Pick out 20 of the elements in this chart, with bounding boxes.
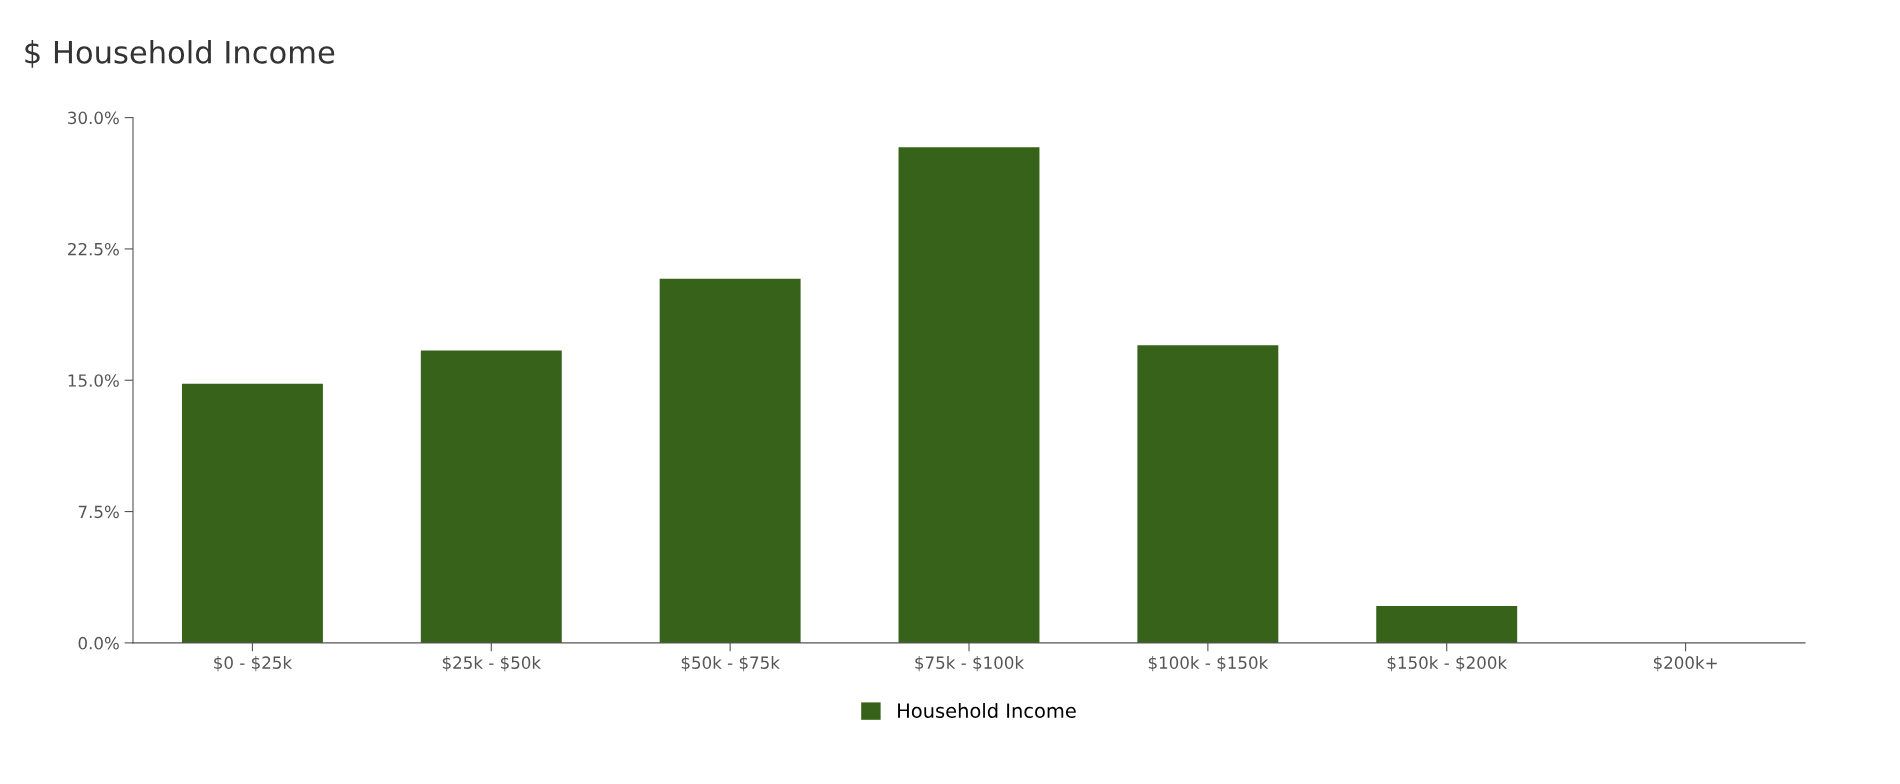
- x-tick-label: $200k+: [1653, 656, 1717, 672]
- x-tick-label: $150k - $200k: [1387, 656, 1508, 672]
- x-tick-label: $25k - $50k: [442, 656, 542, 672]
- x-tick-label: $100k - $150k: [1148, 656, 1269, 672]
- y-tick-label: 22.5%: [68, 242, 119, 256]
- y-tick-label: 15.0%: [68, 374, 119, 387]
- x-tick-label: $0 - $25k: [214, 656, 293, 672]
- x-tick-label: $75k - $100k: [915, 656, 1025, 672]
- bar: [898, 147, 1040, 643]
- bar: [659, 278, 801, 643]
- bar: [1376, 606, 1518, 643]
- bar: [420, 350, 562, 643]
- y-tick-label: 30.0%: [68, 111, 119, 125]
- legend-label: Household Income: [898, 702, 1076, 719]
- x-tick-label: $50k - $75k: [681, 656, 780, 672]
- bar: [1137, 345, 1279, 643]
- y-tick-label: 7.5%: [78, 505, 119, 519]
- bar: [181, 383, 323, 643]
- y-tick-label: 0.0%: [78, 636, 119, 650]
- chart-title: $ Household Income: [25, 40, 335, 68]
